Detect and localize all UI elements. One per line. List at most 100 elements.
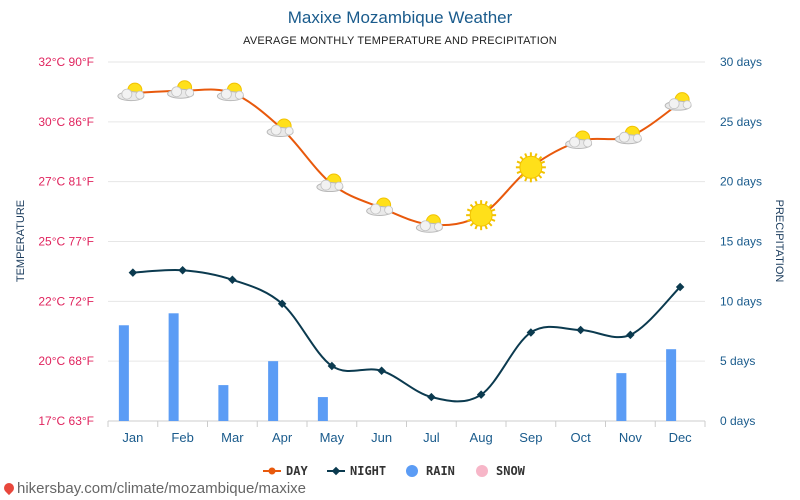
x-tick-label: Nov (619, 430, 643, 445)
partly-cloudy-icon (366, 197, 394, 216)
night-point (427, 392, 436, 402)
sun-ray (537, 155, 543, 161)
x-tick-label: Mar (221, 430, 244, 445)
rain-bar (218, 385, 229, 421)
sun-icon (466, 200, 497, 231)
x-tick-label: May (320, 430, 345, 445)
legend-marker (331, 466, 341, 476)
y-tick-label: 25°C 77°F (38, 235, 94, 249)
y-tick-label: 30°C 86°F (38, 115, 94, 129)
night-point (228, 275, 237, 285)
sun-ray (490, 208, 496, 212)
legend-label-snow: SNOW (496, 464, 526, 478)
y-tick-label: 32°C 90°F (38, 55, 94, 69)
sun-ray (534, 177, 538, 182)
x-tick-label: Feb (171, 430, 193, 445)
night-point (476, 390, 486, 399)
y2-axis-title: PRECIPITATION (773, 200, 785, 283)
sun-ray (484, 200, 488, 206)
sun-ray (469, 203, 475, 209)
cloud-puff (171, 86, 183, 98)
legend-marker (268, 467, 276, 475)
cloud-puff (220, 88, 232, 100)
credit-text: hikersbay.com/climate/mozambique/maxixe (17, 480, 306, 497)
cloud-puff (618, 131, 630, 143)
legend-marker (406, 465, 418, 477)
sun-ray (540, 170, 546, 174)
night-point (576, 325, 585, 335)
cloud-puff (234, 90, 244, 100)
sun-ray (466, 218, 472, 222)
legend-marker (476, 465, 488, 477)
sun-ray (524, 153, 528, 158)
y-tick-label: 22°C 72°F (38, 294, 94, 308)
x-tick-label: Sep (519, 430, 542, 445)
legend-label-day: DAY (286, 464, 308, 478)
sun-ray (516, 170, 522, 174)
sun-ray (519, 155, 524, 161)
cloud-puff (370, 203, 382, 215)
night-point (377, 366, 386, 375)
rain-bar (268, 361, 279, 421)
night-point (178, 265, 187, 275)
cloud-puff (632, 133, 642, 143)
partly-cloudy-icon (167, 80, 195, 99)
partly-cloudy-icon (565, 130, 593, 149)
credit-link[interactable]: hikersbay.com/climate/mozambique/maxixe (1, 480, 306, 497)
sun-disc (519, 155, 543, 179)
y2-tick-label: 20 days (720, 175, 762, 189)
night-point (626, 330, 635, 340)
night-series-line (132, 268, 681, 403)
y-tick-label: 27°C 81°F (38, 175, 94, 189)
cloud-puff (121, 88, 133, 100)
partly-cloudy-icon (415, 214, 443, 233)
rain-bar (317, 397, 328, 421)
sun-ray (516, 160, 522, 165)
cloud-puff (185, 88, 195, 98)
legend-label-rain: RAIN (426, 464, 455, 478)
sun-ray (484, 224, 488, 230)
y2-tick-label: 5 days (720, 354, 755, 368)
y-tick-label: 17°C 63°F (38, 414, 94, 428)
cloud-puff (320, 179, 332, 191)
night-point (675, 282, 685, 292)
sun-ray (540, 160, 546, 165)
cloud-puff (270, 124, 282, 136)
sun-ray (474, 224, 478, 230)
day-series-line (132, 88, 681, 227)
cloud-puff (583, 138, 593, 148)
y2-tick-label: 25 days (720, 115, 762, 129)
y-tick-label: 20°C 68°F (38, 354, 94, 368)
sun-ray (466, 208, 472, 212)
night-point (526, 328, 536, 337)
sun-ray (488, 203, 493, 209)
partly-cloudy-icon (117, 82, 145, 102)
cloud-puff (384, 205, 394, 215)
y2-tick-label: 0 days (720, 414, 755, 428)
sun-ray (469, 222, 475, 227)
rain-bar (168, 313, 179, 421)
sun-ray (519, 174, 524, 179)
partly-cloudy-icon (266, 118, 294, 138)
sun-ray (537, 174, 543, 179)
x-tick-label: Jul (423, 430, 440, 445)
y-axis-title: TEMPERATURE (15, 200, 27, 282)
sun-ray (524, 177, 528, 182)
sun-ray (488, 222, 493, 227)
sun-ray (490, 218, 496, 222)
x-tick-label: Oct (571, 430, 592, 445)
x-tick-label: Dec (669, 430, 693, 445)
cloud-puff (284, 126, 294, 136)
sun-disc (469, 203, 493, 227)
partly-cloudy-icon (316, 173, 344, 193)
rain-bar (616, 373, 627, 421)
y2-tick-label: 10 days (720, 294, 762, 308)
legend-label-night: NIGHT (350, 464, 386, 478)
cloud-puff (433, 222, 443, 232)
partly-cloudy-icon (216, 82, 244, 102)
cloud-puff (569, 136, 581, 148)
cloud-puff (682, 100, 692, 110)
legend: DAY NIGHT RAIN SNOW (263, 464, 526, 478)
partly-cloudy-icon (664, 92, 692, 111)
